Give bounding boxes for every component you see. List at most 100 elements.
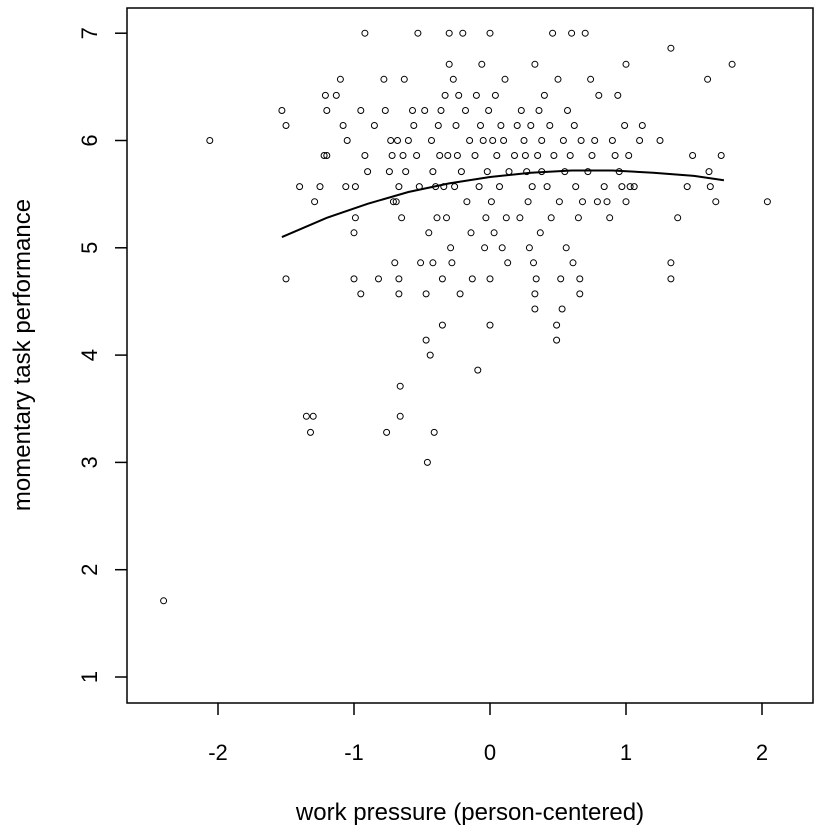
data-point [436,152,444,159]
data-point [475,183,483,191]
data-point [453,152,461,159]
data-point [323,152,331,159]
x-tick-label: 2 [756,740,768,765]
data-point [535,107,543,114]
data-point [490,229,498,237]
data-point [553,321,561,329]
data-point [606,214,614,222]
data-point [622,198,630,206]
data-point [674,214,682,222]
data-point [160,597,168,605]
data-point [426,351,434,359]
data-point [400,75,408,83]
data-point [398,214,406,222]
data-point [351,183,359,191]
data-point [438,275,446,283]
x-axis: -2 -1 0 1 2 [208,703,768,765]
data-point [282,275,290,283]
data-point [543,183,551,191]
data-point [525,244,533,252]
data-point [449,75,457,83]
data-point [457,168,465,176]
data-point [404,137,412,144]
data-point [391,259,399,267]
data-point [576,290,584,298]
data-point [504,259,512,267]
data-point [638,122,646,129]
data-point [474,366,482,374]
data-point [392,198,400,206]
y-tick-label: 7 [77,27,102,39]
data-point [531,60,539,68]
data-point [316,183,324,191]
data-point [576,275,584,283]
data-point [486,29,494,37]
data-point [568,29,576,37]
data-point [667,275,675,283]
data-point [361,29,369,37]
data-point [302,412,310,420]
data-point [595,91,603,99]
data-point [387,137,395,144]
data-point [438,321,446,329]
data-point [572,183,580,191]
y-axis: 1 2 3 4 5 6 7 [77,27,127,683]
data-point [357,107,365,114]
data-point [538,137,546,144]
data-point [486,321,494,329]
data-point [414,29,422,37]
data-point [479,137,487,144]
data-point [603,198,611,206]
y-tick-label: 6 [77,134,102,146]
data-point [516,214,524,222]
data-point [570,122,578,129]
data-point [528,183,536,191]
data-point [574,214,582,222]
data-point [478,60,486,68]
data-point [296,183,304,191]
data-point [395,290,403,298]
data-point [394,137,401,144]
data-point [467,229,475,237]
data-point [451,183,459,191]
data-point [396,382,404,390]
data-point [622,60,630,68]
data-point [429,168,437,176]
data-point [370,122,378,129]
data-point [307,428,314,436]
data-point [413,152,421,159]
data-point [501,75,509,83]
data-point [497,122,505,129]
data-point [559,137,567,144]
y-tick-label: 2 [77,564,102,576]
data-point [524,198,532,206]
data-point [447,244,455,252]
data-point [536,229,544,237]
data-point [463,198,471,206]
data-point [502,214,510,222]
data-point [500,137,508,144]
data-point [388,152,396,159]
x-axis-label: work pressure (person-centered) [295,799,644,826]
data-point [717,152,725,159]
data-point [527,122,535,129]
data-point [630,183,638,191]
data-point [555,198,563,206]
data-point [428,137,435,144]
data-point [357,290,365,298]
data-point [421,107,429,114]
data-point [456,290,464,298]
data-point [511,152,518,159]
data-point [562,244,570,252]
data-point [689,152,697,159]
data-point [626,183,634,191]
data-point [534,152,542,159]
data-point [402,168,410,176]
data-point [422,290,430,298]
data-point [441,91,449,99]
data-point [483,168,491,176]
data-point [206,137,214,144]
data-point [618,183,626,191]
data-point [496,183,503,191]
